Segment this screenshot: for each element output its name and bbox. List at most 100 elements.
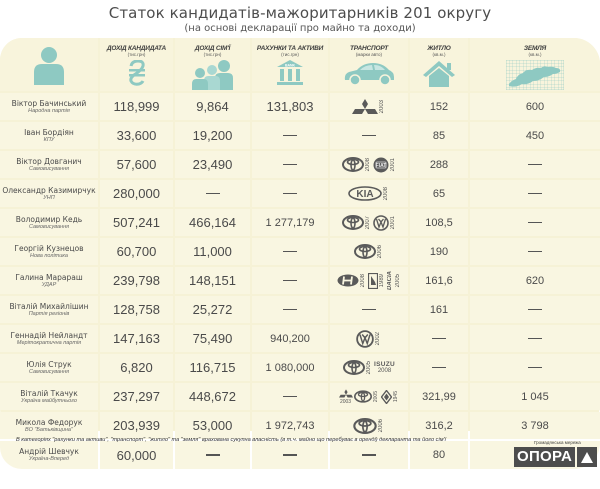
accounts-cell: 1 080,000 (252, 354, 328, 381)
candidate-income-cell: 237,297 (100, 383, 173, 410)
candidate-income-value: 33,600 (116, 128, 157, 143)
housing-value: 316,2 (425, 419, 453, 432)
family-income-value: 9,864 (196, 99, 229, 114)
candidate-income-cell: 128,758 (100, 296, 173, 323)
housing-value: 152 (429, 100, 449, 113)
accounts-cell: 1 277,179 (252, 209, 328, 236)
accounts-cell (252, 296, 328, 323)
housing-value: 321,99 (422, 390, 456, 403)
transport-cell (330, 441, 408, 469)
candidate-name: Георгій Кузнецов (14, 243, 84, 253)
land-cell: 600 (470, 93, 600, 120)
brand-name: ОПОРА (514, 447, 576, 467)
header-unit: (кв.м.) (528, 52, 542, 57)
empty-dash (362, 134, 376, 137)
candidate-income-cell: 239,798 (100, 267, 173, 294)
table-row: Віталій Ткачук Україна майбутнього 237,2… (0, 383, 600, 410)
housing-cell: 288 (410, 151, 468, 178)
header-label: РАХУНКИ ТА АКТИВИ (256, 45, 324, 52)
accounts-cell (252, 383, 328, 410)
candidate-party: Партія регіонів (28, 310, 70, 317)
accounts-value: 1 972,743 (265, 419, 315, 432)
table-row: Галина Марараш УДАР 239,798 148,151 2008… (0, 267, 600, 294)
housing-cell: 161,6 (410, 267, 468, 294)
header-unit: (марки авто) (355, 52, 383, 57)
housing-value: 65 (432, 187, 446, 200)
empty-dash (283, 163, 297, 166)
kia-logo-icon: KIA (348, 186, 382, 201)
header-candidate-income: ДОХІД КАНДИДАТА (тис.грн) (100, 38, 173, 91)
header-accounts: РАХУНКИ ТА АКТИВИ (тис.грн) BANK (252, 38, 328, 91)
candidate-income-value: 280,000 (113, 186, 160, 201)
candidate-name: Віталій Ткачук (20, 388, 78, 398)
housing-value: 80 (432, 449, 446, 461)
toyota-logo-icon (341, 215, 364, 230)
vehicle-year: 2001 (389, 157, 396, 172)
housing-cell: 65 (410, 180, 468, 207)
housing-cell: 152 (410, 93, 468, 120)
family-income-cell: 116,715 (175, 354, 250, 381)
accounts-value: 940,200 (270, 332, 310, 345)
candidate-income-value: 507,241 (113, 215, 160, 230)
toyota-logo-icon (343, 360, 365, 375)
family-income-cell: 466,164 (175, 209, 250, 236)
candidate-name: Іван Бордіян (24, 127, 74, 137)
candidate-income-value: 60,000 (116, 447, 157, 463)
header-unit: (тис.грн) (127, 52, 146, 57)
header-label: ЖИТЛО (427, 45, 451, 52)
bank-icon: BANK (277, 60, 303, 85)
candidate-income-value: 6,820 (120, 360, 153, 375)
accounts-value: 1 080,000 (265, 361, 315, 374)
housing-cell: 321,99 (410, 383, 468, 410)
accounts-cell (252, 441, 328, 469)
transport-cell (330, 296, 408, 323)
candidate-name: Володимир Кедь (15, 214, 83, 224)
family-income-value: 53,000 (192, 418, 233, 433)
toyota-logo-icon (353, 417, 377, 434)
transport-cell (330, 122, 408, 149)
housing-value: 288 (429, 158, 449, 171)
housing-cell: 85 (410, 122, 468, 149)
vehicle-year: 2008 (359, 273, 366, 288)
table-row: Віктор Довганич Самовисування 57,600 23,… (0, 151, 600, 178)
vehicle-year: 2008 (377, 368, 392, 374)
candidate-cell: Віктор Бачинський Народна партія (0, 93, 98, 120)
candidate-income-cell: 280,000 (100, 180, 173, 207)
family-income-cell: 9,864 (175, 93, 250, 120)
header-label: ДОХІД СІМ'Ї (194, 45, 231, 52)
land-cell (470, 151, 600, 178)
land-cell (470, 296, 600, 323)
family-income-cell: 448,672 (175, 383, 250, 410)
svg-text:KIA: KIA (356, 189, 373, 200)
candidate-income-cell: 60,000 (100, 441, 173, 469)
transport-cell: 2005 ISUZU 2008 (330, 354, 408, 381)
housing-value: 161 (429, 303, 449, 316)
vehicle-year: 2002 (375, 331, 381, 346)
dacia-logo-icon: DACIA (386, 271, 393, 290)
header-unit: (кв.м.) (432, 52, 446, 57)
vehicle-year: 2008 (383, 186, 389, 201)
accounts-cell (252, 151, 328, 178)
vehicle-year: 2006 (378, 418, 384, 433)
lada-logo-icon (367, 272, 378, 289)
transport-cell: 2003 2005 1945 (330, 383, 408, 410)
vehicle-year: 2005 (372, 390, 379, 403)
renault-logo-icon (380, 389, 392, 404)
vehicle-year: 2005 (366, 360, 372, 375)
transport-cell: 2008 1989 DACIA 2005 (330, 267, 408, 294)
empty-dash (528, 163, 542, 166)
candidate-cell: Микола Федорук ВО "Батьківщина" (0, 412, 98, 439)
candidate-party: УДАР (41, 281, 57, 288)
candidate-cell: Галина Марараш УДАР (0, 267, 98, 294)
vehicle-year: 2006 (377, 244, 383, 259)
housing-cell (410, 354, 468, 381)
table-row: Микола Федорук ВО "Батьківщина" 203,939 … (0, 412, 600, 439)
candidate-party: УНП (43, 194, 55, 201)
candidate-party: ВО "Батьківщина" (25, 426, 73, 433)
mitsubishi-logo-icon (338, 388, 353, 397)
family-income-value: 23,490 (192, 157, 233, 172)
candidate-cell: Віталій Ткачук Україна майбутнього (0, 383, 98, 410)
candidate-income-value: 237,297 (113, 389, 160, 404)
land-value: 620 (525, 274, 545, 287)
candidate-party: Україна-Вперед (28, 456, 70, 462)
